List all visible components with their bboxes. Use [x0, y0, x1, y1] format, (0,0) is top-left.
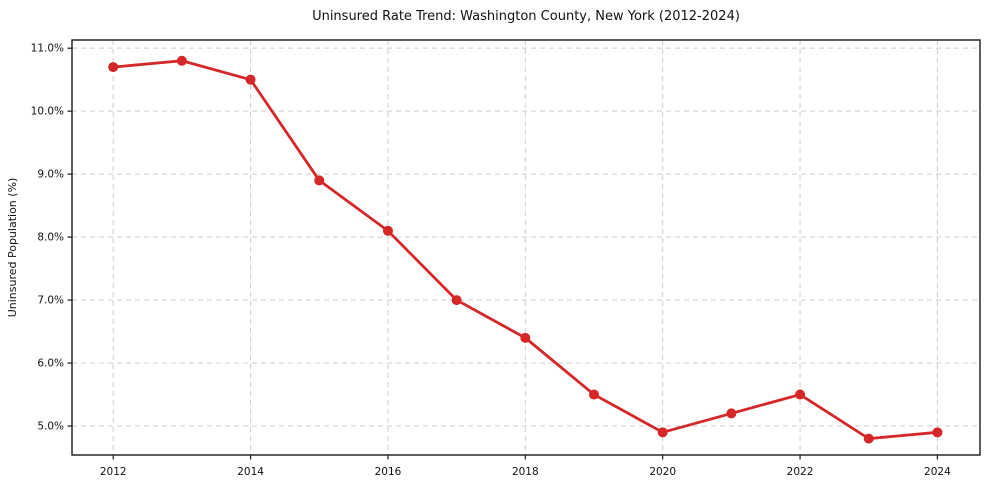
- y-tick-label: 7.0%: [37, 295, 64, 307]
- data-point-marker: [657, 427, 668, 438]
- axis-tick-layer: [67, 47, 939, 460]
- data-point-marker: [382, 225, 393, 236]
- data-point-marker: [176, 55, 187, 66]
- x-tick-label: 2022: [787, 466, 814, 478]
- data-point-marker: [726, 408, 737, 419]
- y-tick-label: 9.0%: [37, 169, 64, 181]
- x-tick-label: 2014: [237, 466, 264, 478]
- y-tick-label: 5.0%: [37, 421, 64, 433]
- data-point-marker: [863, 433, 874, 444]
- x-tick-label: 2018: [512, 466, 539, 478]
- plot-area: [72, 40, 980, 455]
- grid-layer: [72, 40, 980, 455]
- data-series-layer: [108, 55, 943, 444]
- chart-title: Uninsured Rate Trend: Washington County,…: [312, 9, 740, 24]
- x-tick-label: 2012: [100, 466, 127, 478]
- y-tick-label: 10.0%: [31, 106, 64, 118]
- plot-border: [71, 39, 981, 456]
- data-point-marker: [932, 427, 943, 438]
- data-point-marker: [451, 295, 462, 306]
- x-tick-label: 2024: [924, 466, 951, 478]
- y-tick-label: 8.0%: [37, 232, 64, 244]
- y-tick-label: 11.0%: [31, 43, 64, 55]
- data-point-marker: [520, 332, 531, 343]
- y-tick-label: 6.0%: [37, 358, 64, 370]
- x-tick-label: 2016: [375, 466, 402, 478]
- axis-label-layer: 5.0% 6.0% 7.0% 8.0% 9.0% 10.0% 11.0% 2012 2014 20…: [31, 43, 951, 478]
- data-point-marker: [314, 175, 325, 186]
- data-point-marker: [588, 389, 599, 400]
- data-point-marker: [795, 389, 806, 400]
- data-point-marker: [108, 62, 119, 73]
- data-point-marker: [245, 74, 256, 85]
- x-tick-label: 2020: [649, 466, 676, 478]
- y-axis-label: Uninsured Population (%): [6, 178, 19, 318]
